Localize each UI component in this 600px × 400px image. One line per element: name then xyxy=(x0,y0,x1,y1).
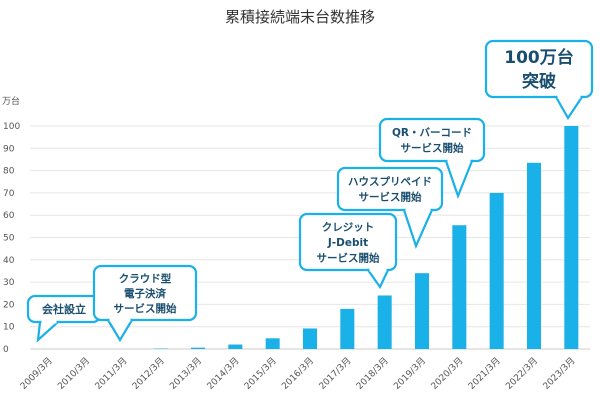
callout-text: 突破 xyxy=(522,71,556,92)
callout-box xyxy=(484,39,594,99)
bar xyxy=(377,295,392,349)
y-tick-label: 60 xyxy=(3,211,15,221)
callout-text: QR・バーコード xyxy=(392,127,472,139)
x-tick-label: 2023/3月 xyxy=(541,355,578,392)
callout-tail xyxy=(36,320,61,343)
y-tick-label: 80 xyxy=(3,167,15,177)
y-tick-label: 90 xyxy=(3,144,15,154)
callout-bubble: 会社設立 xyxy=(26,294,102,343)
callout-box xyxy=(92,264,198,322)
callout-tail xyxy=(365,268,390,290)
x-tick-label: 2019/3月 xyxy=(392,355,429,392)
bar xyxy=(564,126,579,349)
y-tick-label: 40 xyxy=(3,256,15,266)
callout-text: J-Debit xyxy=(327,237,368,249)
x-tick-label: 2018/3月 xyxy=(354,355,391,392)
x-tick-label: 2020/3月 xyxy=(429,355,466,392)
x-tick-label: 2011/3月 xyxy=(93,355,130,392)
x-tick-label: 2012/3月 xyxy=(130,355,167,392)
bar xyxy=(265,338,280,349)
chart-title: 累積接続端末台数推移 xyxy=(225,8,375,26)
y-tick-label: 50 xyxy=(3,234,15,244)
x-tick-label: 2015/3月 xyxy=(242,355,279,392)
callout-text: クレジット xyxy=(322,221,375,233)
x-tick-label: 2021/3月 xyxy=(466,355,503,392)
callout-text: サービス開始 xyxy=(114,302,177,315)
y-tick-label: 30 xyxy=(3,278,15,288)
bar xyxy=(340,308,355,349)
y-tick-label: 20 xyxy=(3,300,15,310)
bar xyxy=(228,344,243,349)
x-tick-label: 2014/3月 xyxy=(205,355,242,392)
x-tick-label: 2013/3月 xyxy=(168,355,205,392)
callout-text: サービス開始 xyxy=(401,142,464,155)
bar xyxy=(191,347,205,349)
bar xyxy=(452,225,467,349)
bar xyxy=(415,273,429,349)
callout-bubble: クレジット J-Debit サービス開始 xyxy=(298,212,398,290)
callout-text: 会社設立 xyxy=(42,302,86,316)
x-tick-label: 2016/3月 xyxy=(280,355,317,392)
callout-tail xyxy=(106,318,134,343)
x-tick-label: 2022/3月 xyxy=(504,355,541,392)
x-tick-label: 2010/3月 xyxy=(56,355,93,392)
callout-text: サービス開始 xyxy=(317,251,380,264)
bar xyxy=(527,162,541,349)
bar xyxy=(489,192,504,349)
y-tick-label: 70 xyxy=(3,189,15,199)
callout-text: 電子決済 xyxy=(124,287,166,300)
callout-tail xyxy=(402,208,434,250)
y-tick-label: 100 xyxy=(3,122,20,132)
callout-box xyxy=(298,212,398,272)
y-axis-unit: 万台 xyxy=(2,95,20,107)
bar xyxy=(303,328,317,349)
y-tick-label: 0 xyxy=(3,345,9,355)
x-tick-label: 2017/3月 xyxy=(317,355,354,392)
callout-text: サービス開始 xyxy=(359,191,422,204)
callout-tail xyxy=(554,95,585,121)
callout-box xyxy=(336,166,444,212)
x-tick-label: 2009/3月 xyxy=(18,355,55,392)
callout-text: 100万台 xyxy=(504,47,574,68)
callout-text: ハウスプリペイド xyxy=(348,175,432,188)
callout-text: クラウド型 xyxy=(119,272,172,285)
y-tick-label: 10 xyxy=(3,323,15,333)
callout-box xyxy=(378,117,486,163)
callout-tail xyxy=(444,159,474,200)
